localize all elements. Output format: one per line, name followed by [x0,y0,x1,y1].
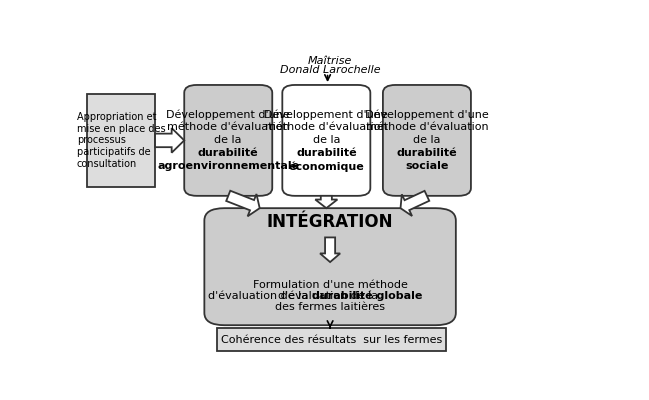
Text: durabilité: durabilité [397,148,458,158]
Polygon shape [227,191,260,216]
Text: Cohérence des résultats  sur les fermes: Cohérence des résultats sur les fermes [221,335,442,345]
Text: sociale: sociale [405,161,448,171]
Text: méthode d'évaluation: méthode d'évaluation [365,122,488,132]
Text: Formulation d'une méthode: Formulation d'une méthode [252,280,408,290]
Polygon shape [400,191,429,216]
FancyBboxPatch shape [204,208,456,325]
FancyBboxPatch shape [184,85,273,196]
Polygon shape [320,238,340,262]
FancyBboxPatch shape [282,85,371,196]
Bar [217,328,446,351]
Text: durabilité globale: durabilité globale [312,291,422,301]
Text: de la: de la [313,135,340,146]
Text: INTÉGRATION: INTÉGRATION [267,213,393,231]
Text: Développement d'une: Développement d'une [264,109,388,120]
Text: des fermes laitières: des fermes laitières [275,302,385,312]
FancyBboxPatch shape [383,85,471,196]
Text: Appropriation et
mise en place des
processus
participatifs de
consultation: Appropriation et mise en place des proce… [77,112,165,168]
Text: Développement d'une: Développement d'une [166,109,290,120]
Text: d'évaluation de la: d'évaluation de la [208,291,312,301]
Text: économique: économique [288,161,364,172]
Text: Maîtrise: Maîtrise [308,56,352,66]
Polygon shape [155,128,184,153]
Text: durabilité: durabilité [198,148,258,158]
Text: méthode d'évaluation: méthode d'évaluation [265,122,387,132]
Text: agroenvironnementale: agroenvironnementale [157,161,299,171]
Bar [87,94,155,186]
Text: Donald Larochelle: Donald Larochelle [280,65,380,75]
Text: méthode d'évaluation: méthode d'évaluation [167,122,289,132]
Text: durabilité: durabilité [296,148,357,158]
Text: d'évaluation de la: d'évaluation de la [278,291,382,301]
Polygon shape [315,196,337,208]
Text: Développement d'une: Développement d'une [365,109,489,120]
Text: de la: de la [413,135,441,146]
Text: de la: de la [215,135,242,146]
